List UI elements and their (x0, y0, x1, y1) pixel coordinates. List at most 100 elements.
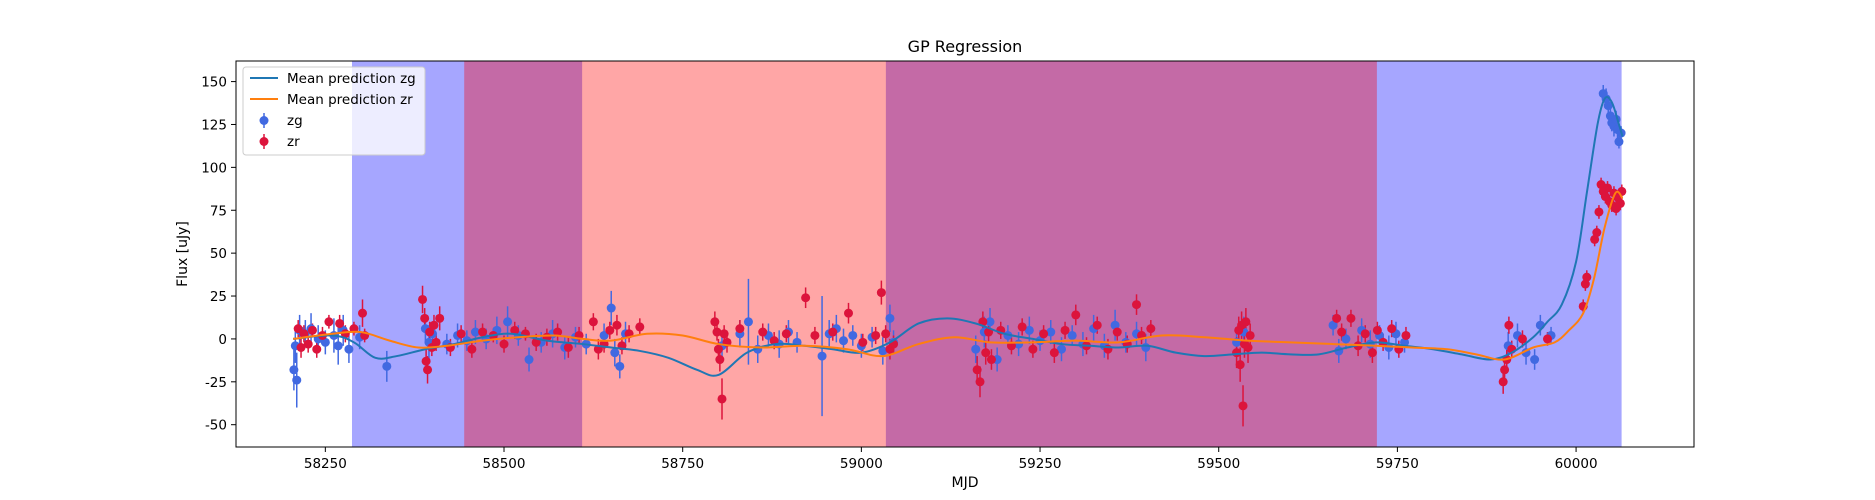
point-zr-45 (713, 344, 723, 354)
point-zr-74 (1039, 329, 1049, 339)
point-zr-16 (423, 365, 433, 375)
point-zg-48 (848, 330, 858, 340)
y-tick-label-125: 125 (201, 117, 227, 133)
point-zg-71 (1141, 342, 1151, 352)
point-zr-11 (358, 308, 368, 318)
chart-title: GP Regression (908, 37, 1023, 56)
point-zg-11 (344, 344, 354, 354)
point-zr-115 (1582, 272, 1592, 282)
legend: Mean prediction zg Mean prediction zr zg… (242, 66, 426, 156)
point-zg-68 (1110, 320, 1120, 330)
x-tick-label-59250: 59250 (1019, 456, 1062, 472)
x-axis-ticks: 58250 58500 58750 59000 59250 59500 59750 60000 (304, 447, 1598, 472)
plot-area (289, 60, 1627, 448)
point-zr-1 (296, 342, 306, 352)
x-tick-label-59000: 59000 (840, 456, 883, 472)
point-zr-85 (1146, 324, 1156, 334)
point-zr-23 (456, 329, 466, 339)
point-zg-32 (606, 303, 616, 313)
y-tick-label-75: 75 (210, 203, 227, 219)
coverage-band-2 (582, 60, 887, 448)
point-zr-38 (605, 325, 615, 335)
point-zr-44 (712, 327, 722, 337)
point-zr-30 (531, 337, 541, 347)
line-mean-prediction-zr (293, 190, 1624, 361)
x-tick-label-58250: 58250 (304, 456, 347, 472)
point-zr-69 (986, 355, 996, 365)
point-zg-60 (1024, 325, 1034, 335)
x-tick-label-59750: 59750 (1376, 456, 1419, 472)
coverage-band-4 (1376, 60, 1622, 448)
point-zr-25 (478, 327, 488, 337)
point-zr-67 (981, 348, 991, 358)
point-zg-64 (1067, 330, 1077, 340)
point-zr-77 (1071, 310, 1081, 320)
point-zr-75 (1049, 348, 1059, 358)
point-zr-72 (1017, 322, 1027, 332)
point-zr-20 (431, 337, 441, 347)
point-zr-14 (420, 313, 430, 323)
point-zg-31 (599, 330, 609, 340)
point-zg-52 (885, 313, 895, 323)
legend-marker-zr (259, 137, 269, 146)
point-zg-54 (971, 344, 981, 354)
point-zr-122 (1603, 183, 1613, 193)
point-zg-20 (470, 327, 480, 337)
point-zr-94 (1245, 330, 1255, 340)
point-zr-73 (1028, 344, 1038, 354)
x-axis-label: MJD (952, 475, 979, 491)
point-zr-39 (612, 320, 622, 330)
point-zr-92 (1241, 317, 1251, 327)
point-zr-21 (435, 313, 445, 323)
point-zr-100 (1367, 348, 1377, 358)
point-zr-103 (1387, 324, 1397, 334)
point-zr-88 (1235, 360, 1245, 370)
point-zr-19 (429, 320, 439, 330)
legend-label-zg-line: Mean prediction zg (287, 71, 416, 87)
point-zr-52 (769, 336, 779, 346)
point-zr-83 (1132, 300, 1142, 310)
point-zg-56 (985, 317, 995, 327)
point-zr-65 (975, 377, 985, 387)
point-zg-23 (503, 317, 513, 327)
point-zr-57 (844, 308, 854, 318)
point-zr-107 (1500, 365, 1510, 375)
point-zr-58 (858, 337, 868, 347)
mean-prediction-lines (293, 96, 1624, 377)
legend-box (242, 66, 426, 156)
point-zr-111 (1517, 334, 1527, 344)
point-zg-97 (1614, 137, 1624, 147)
point-zg-9 (333, 341, 343, 351)
y-axis-label: Flux [uJy] (175, 221, 191, 287)
point-zr-105 (1401, 330, 1411, 340)
point-zr-56 (828, 327, 838, 337)
point-zr-86 (1232, 348, 1242, 358)
point-zg-86 (1530, 355, 1540, 365)
point-zr-59 (871, 330, 881, 340)
point-zg-80 (1384, 342, 1394, 352)
point-zr-101 (1372, 325, 1382, 335)
x-tick-label-58500: 58500 (483, 456, 526, 472)
point-zr-128 (1615, 198, 1625, 208)
y-tick-label--50: -50 (205, 418, 227, 434)
point-zr-27 (499, 339, 509, 349)
coverage-bands (351, 60, 1622, 448)
point-zr-55 (810, 330, 820, 340)
point-zr-112 (1542, 334, 1552, 344)
point-zr-79 (1092, 320, 1102, 330)
point-zg-34 (615, 361, 625, 371)
point-zr-13 (418, 294, 428, 304)
point-zr-8 (335, 318, 345, 328)
point-zg-63 (1056, 344, 1066, 354)
point-zr-76 (1060, 325, 1070, 335)
point-zr-95 (1332, 313, 1342, 323)
x-tick-label-60000: 60000 (1555, 456, 1598, 472)
point-zr-117 (1592, 228, 1602, 238)
y-tick-label--25: -25 (205, 375, 227, 391)
point-zg-62 (1046, 327, 1056, 337)
point-zr-43 (710, 317, 720, 327)
point-zg-25 (524, 355, 534, 365)
point-zr-35 (588, 317, 598, 327)
point-zg-44 (817, 351, 827, 361)
